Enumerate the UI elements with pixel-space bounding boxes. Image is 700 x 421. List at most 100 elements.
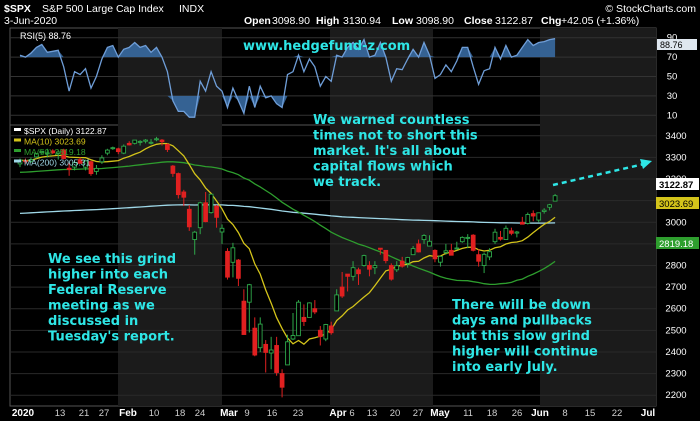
index-name: S&P 500 Large Cap Index — [42, 3, 165, 15]
price-tick-label: 2800 — [665, 261, 686, 272]
price-tick-label: 2700 — [665, 282, 686, 293]
x-tick-label: 8 — [562, 408, 567, 419]
candle-body — [307, 302, 312, 318]
x-tick-label: 26 — [512, 408, 523, 419]
rsi-legend: RSI(5) 88.76 — [20, 31, 71, 41]
candle-body — [230, 247, 236, 263]
x-tick-label: Feb — [119, 408, 137, 419]
candle-body — [72, 162, 77, 168]
candle-body — [181, 191, 187, 198]
candle-body — [394, 265, 400, 271]
candle-body — [514, 231, 520, 234]
candle-body — [492, 231, 498, 243]
price-tick-label: 2400 — [665, 347, 686, 358]
candle-body — [476, 254, 481, 262]
ma200-line — [19, 204, 556, 224]
candle-body — [274, 345, 279, 373]
annotation-line: but this slow grind — [452, 329, 590, 344]
rsi-tick-label: 90 — [667, 33, 678, 44]
candle-body — [541, 209, 547, 212]
candle-body — [410, 248, 416, 256]
candle-body — [498, 236, 503, 240]
candle-body — [388, 265, 394, 280]
legend-swatch — [14, 138, 21, 142]
rsi-tick-label: 30 — [667, 91, 678, 102]
high-label: High — [316, 15, 339, 27]
candle-body — [509, 230, 514, 234]
chart-date: 3-Jun-2020 — [4, 15, 57, 27]
candle-body — [44, 152, 50, 155]
annotation-line: Tuesday's report. — [48, 330, 175, 345]
high-value: 3130.94 — [343, 15, 381, 27]
rsi-overbought-fill — [20, 38, 556, 58]
candle-body — [519, 221, 525, 225]
candle-body — [350, 267, 356, 277]
ma50-badge: 2819.18 — [659, 239, 693, 250]
price-tick-label: 3000 — [665, 217, 686, 228]
candle-body — [427, 240, 432, 247]
candle-body — [367, 265, 372, 270]
close-badge: 3122.87 — [659, 180, 693, 191]
annotation-line: days and pullbacks — [452, 314, 592, 329]
candle-body — [115, 148, 121, 153]
annotation-line: into early July. — [452, 360, 558, 375]
x-tick-label: 13 — [367, 408, 378, 419]
rsi-line — [19, 37, 556, 118]
candle-body — [454, 247, 460, 250]
candle-body — [285, 341, 290, 366]
candle-body — [170, 165, 176, 174]
candle-body — [372, 265, 378, 269]
price-tick-label: 2600 — [665, 304, 686, 315]
candle-body — [345, 273, 350, 277]
close-value: 3122.87 — [495, 15, 533, 27]
x-tick-label: May — [430, 408, 450, 419]
x-tick-label: 9 — [244, 408, 249, 419]
exchange-label: INDX — [179, 3, 204, 15]
candle-body — [55, 151, 61, 154]
annotation-line: There will be down — [452, 298, 591, 313]
candle-body — [186, 208, 192, 228]
candle-body — [481, 253, 487, 266]
candle-body — [23, 160, 28, 163]
candle-body — [159, 139, 165, 143]
x-tick-label: 16 — [267, 408, 278, 419]
x-tick-label: 13 — [55, 408, 66, 419]
candle-body — [525, 214, 531, 224]
candle-body — [328, 325, 334, 334]
candle-body — [132, 139, 138, 144]
annotation-line: capital flows which — [313, 160, 453, 175]
candle-body — [356, 269, 361, 275]
x-tick-label: 22 — [612, 408, 623, 419]
candle-body — [61, 149, 67, 159]
candle-body — [252, 327, 258, 356]
ma10-badge-bg — [656, 197, 699, 209]
price-tick-label: 2500 — [665, 325, 686, 336]
candle-body — [137, 140, 143, 143]
candle-body — [110, 147, 116, 150]
candle-body — [547, 204, 552, 208]
candle-body — [301, 316, 307, 322]
candle-body — [536, 212, 542, 221]
x-tick-label: 27 — [99, 408, 110, 419]
open-label: Open — [244, 15, 271, 27]
candle-body — [28, 159, 34, 162]
candle-body — [296, 301, 301, 337]
candle-body — [290, 335, 296, 340]
price-tick-label: 2300 — [665, 369, 686, 380]
price-tick-label: 2200 — [665, 390, 686, 401]
x-tick-label: 24 — [195, 408, 206, 419]
candle-body — [339, 286, 345, 297]
rsi-value-badge: 88.76 — [660, 40, 683, 50]
candle-body — [88, 161, 94, 175]
ma50-badge-bg — [656, 237, 699, 249]
close-label: Close — [464, 15, 493, 27]
candle-body — [148, 141, 154, 144]
candle-body — [465, 236, 471, 239]
x-tick-label: 23 — [293, 408, 304, 419]
close-badge-bg — [656, 178, 699, 190]
candle-body — [236, 259, 241, 279]
annotation-line: Federal Reserve — [48, 283, 167, 298]
candle-body — [487, 251, 492, 258]
x-tick-label: Apr — [329, 408, 346, 419]
candle-body — [143, 139, 148, 142]
